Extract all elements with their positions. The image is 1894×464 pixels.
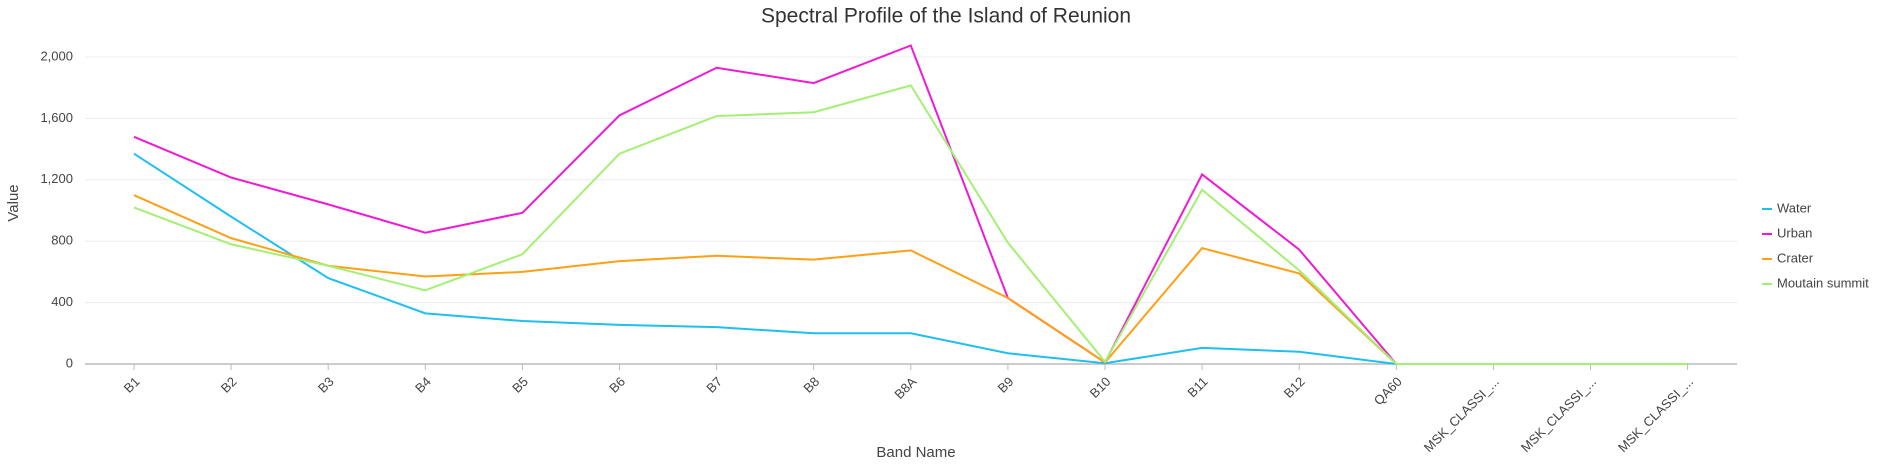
series-line <box>133 44 1688 365</box>
y-tick-label: 400 <box>51 294 73 309</box>
series-line <box>133 152 1688 365</box>
x-tick-label: B6 <box>606 374 628 396</box>
y-tick-label: 2,000 <box>40 48 73 63</box>
x-tick-label: QA60 <box>1371 374 1405 408</box>
x-tick-label: B3 <box>315 374 337 396</box>
x-tick-label: B2 <box>218 374 240 396</box>
legend-label: Water <box>1777 200 1812 215</box>
legend-label: Moutain summit <box>1777 275 1869 290</box>
x-tick-label: B7 <box>703 374 725 396</box>
y-axis-title: Value <box>5 184 22 221</box>
legend-label: Crater <box>1777 250 1814 265</box>
chart-title: Spectral Profile of the Island of Reunio… <box>761 5 1131 28</box>
x-tick-label: B12 <box>1281 374 1308 401</box>
x-axis-title: Band Name <box>876 444 955 461</box>
x-tick-label: MSK_CLASSI_... <box>1518 374 1599 455</box>
series-line <box>133 194 1688 365</box>
x-tick-label: B5 <box>509 374 531 396</box>
x-tick-label: B8A <box>891 374 919 402</box>
x-tick-label: B9 <box>995 374 1017 396</box>
x-tick-label: B10 <box>1087 374 1114 401</box>
series-line <box>133 84 1688 365</box>
legend-label: Urban <box>1777 225 1812 240</box>
y-tick-label: 800 <box>51 233 73 248</box>
x-tick-label: B11 <box>1184 374 1210 400</box>
x-tick-label: MSK_CLASSI_... <box>1615 374 1696 455</box>
x-tick-label: B8 <box>800 374 822 396</box>
x-tick-label: MSK_CLASSI_... <box>1421 374 1502 455</box>
y-tick-label: 1,600 <box>40 110 73 125</box>
y-tick-label: 1,200 <box>40 171 73 186</box>
y-tick-label: 0 <box>66 355 73 370</box>
x-tick-label: B1 <box>121 374 143 396</box>
x-tick-label: B4 <box>412 374 434 396</box>
